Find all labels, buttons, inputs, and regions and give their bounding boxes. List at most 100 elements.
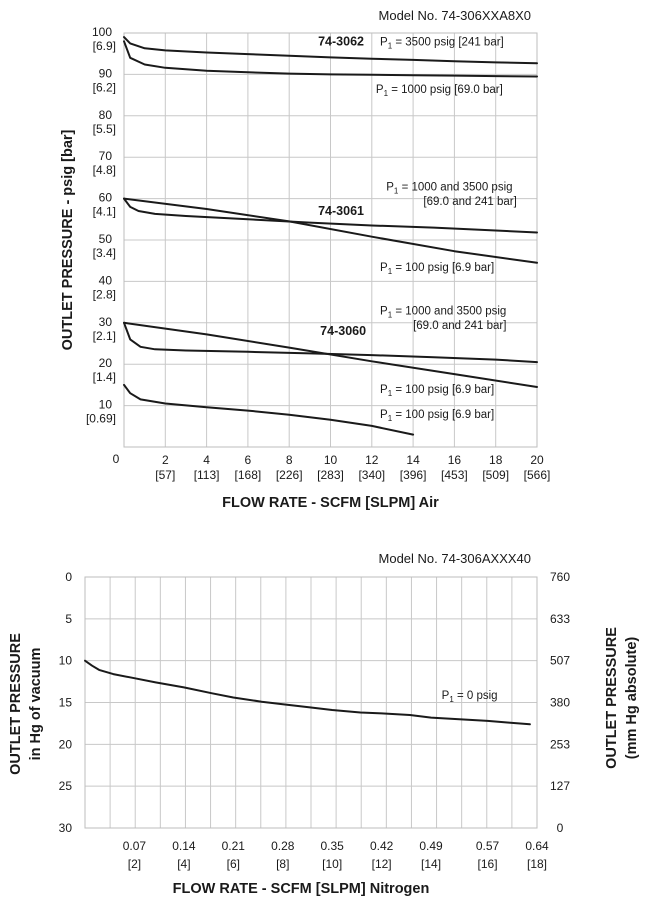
y-tick-label: 80 bbox=[99, 108, 113, 122]
x-tick-label: 0.49 bbox=[419, 839, 443, 853]
x-axis-title: FLOW RATE - SCFM [SLPM] Nitrogen bbox=[173, 881, 430, 897]
model-label: 74-3062 bbox=[318, 34, 364, 48]
y-tick-label-right: 380 bbox=[550, 696, 570, 710]
curve-annotation: P1 = 100 psig [6.9 bar] bbox=[380, 384, 494, 398]
x-tick-label: 6 bbox=[245, 453, 252, 467]
plot-frame bbox=[123, 32, 538, 448]
curve-annotation: P1 = 1000 and 3500 psig bbox=[380, 306, 506, 320]
y-tick-label-left: 0 bbox=[65, 570, 72, 584]
x-tick-sublabel: [283] bbox=[317, 468, 344, 482]
model-number: Model No. 74-306AXXX40 bbox=[379, 551, 531, 566]
x-tick-sublabel: [453] bbox=[441, 468, 468, 482]
x-tick-label: 0.64 bbox=[525, 839, 549, 853]
curve-annotation: P1 = 100 psig [6.9 bar] bbox=[380, 262, 494, 276]
x-tick-label: 4 bbox=[203, 453, 210, 467]
x-tick-label: 0.07 bbox=[123, 839, 147, 853]
y-tick-sublabel: [0.69] bbox=[86, 412, 116, 426]
y-axis-title-left: OUTLET PRESSURE bbox=[8, 633, 24, 775]
x-tick-sublabel: [226] bbox=[276, 468, 303, 482]
x-tick-sublabel: [12] bbox=[372, 857, 392, 871]
x-tick-label: 10 bbox=[324, 453, 338, 467]
x-tick-sublabel: [396] bbox=[400, 468, 427, 482]
x-tick-label: 16 bbox=[448, 453, 462, 467]
y-tick-sublabel: [6.2] bbox=[93, 80, 116, 94]
x-tick-sublabel: [14] bbox=[421, 857, 441, 871]
series-line-4 bbox=[123, 197, 538, 234]
x-origin-label: 0 bbox=[113, 452, 120, 466]
curve-annotation: P1 = 1000 and 3500 psig bbox=[386, 181, 512, 195]
y-tick-label-right: 507 bbox=[550, 654, 570, 668]
y-tick-label-left: 5 bbox=[65, 612, 72, 626]
x-tick-sublabel: [8] bbox=[276, 857, 289, 871]
x-tick-label: 8 bbox=[286, 453, 293, 467]
x-tick-label: 0.28 bbox=[271, 839, 295, 853]
y-tick-label: 30 bbox=[99, 315, 113, 329]
x-tick-sublabel: [2] bbox=[128, 857, 141, 871]
y-tick-label: 100 bbox=[92, 25, 112, 39]
series-line-1 bbox=[123, 36, 538, 65]
curve-annotation: P1 = 100 psig [6.9 bar] bbox=[380, 409, 494, 423]
y-tick-sublabel: [4.1] bbox=[93, 205, 116, 219]
x-tick-label: 0.42 bbox=[370, 839, 394, 853]
y-axis-subtitle-right: (mm Hg absolute) bbox=[624, 637, 640, 760]
model-label: 74-3060 bbox=[320, 324, 366, 338]
y-tick-label-right: 760 bbox=[550, 570, 570, 584]
y-tick-sublabel: [3.4] bbox=[93, 246, 116, 260]
y-tick-label: 90 bbox=[99, 66, 113, 80]
series-line-6 bbox=[123, 321, 538, 364]
x-tick-label: 20 bbox=[530, 453, 544, 467]
x-axis-title: FLOW RATE - SCFM [SLPM] Air bbox=[222, 495, 439, 511]
y-tick-sublabel: [1.4] bbox=[93, 370, 116, 384]
x-tick-sublabel: [18] bbox=[527, 857, 547, 871]
x-tick-label: 12 bbox=[365, 453, 379, 467]
x-tick-sublabel: [168] bbox=[235, 468, 262, 482]
y-tick-label: 70 bbox=[99, 149, 113, 163]
series-line-1 bbox=[84, 659, 531, 726]
x-tick-label: 18 bbox=[489, 453, 503, 467]
y-tick-label-left: 10 bbox=[59, 654, 73, 668]
y-axis-title: OUTLET PRESSURE - psig [bar] bbox=[60, 129, 76, 350]
x-tick-sublabel: [4] bbox=[177, 857, 190, 871]
x-tick-sublabel: [566] bbox=[524, 468, 551, 482]
curve-annotation: [69.0 and 241 bar] bbox=[413, 320, 506, 332]
model-label: 74-3061 bbox=[318, 204, 364, 218]
y-tick-label: 40 bbox=[99, 273, 113, 287]
x-tick-sublabel: [57] bbox=[155, 468, 175, 482]
x-tick-label: 0.14 bbox=[172, 839, 196, 853]
y-tick-label-left: 25 bbox=[59, 779, 73, 793]
y-tick-label: 60 bbox=[99, 191, 113, 205]
y-tick-label-left: 30 bbox=[59, 821, 73, 835]
series-line-7 bbox=[123, 383, 415, 436]
y-tick-label: 10 bbox=[99, 398, 113, 412]
x-tick-sublabel: [113] bbox=[194, 468, 220, 482]
y-tick-label-left: 15 bbox=[59, 696, 73, 710]
y-tick-sublabel: [2.8] bbox=[93, 287, 116, 301]
curve-annotation: P1 = 3500 psig [241 bar] bbox=[380, 36, 504, 50]
model-number: Model No. 74-306XXA8X0 bbox=[379, 8, 531, 23]
y-tick-label-left: 20 bbox=[59, 737, 73, 751]
y-tick-label-right: 633 bbox=[550, 612, 570, 626]
x-tick-sublabel: [6] bbox=[227, 857, 240, 871]
y-axis-subtitle-left: in Hg of vacuum bbox=[28, 648, 44, 761]
y-axis-title-right: OUTLET PRESSURE bbox=[604, 627, 620, 769]
y-tick-label-right: 0 bbox=[557, 821, 564, 835]
y-tick-sublabel: [5.5] bbox=[93, 122, 116, 136]
x-tick-label: 0.35 bbox=[321, 839, 345, 853]
y-tick-label-right: 253 bbox=[550, 737, 570, 751]
x-tick-sublabel: [340] bbox=[358, 468, 385, 482]
x-tick-sublabel: [10] bbox=[322, 857, 342, 871]
y-tick-sublabel: [2.1] bbox=[93, 329, 116, 343]
plot-frame bbox=[84, 576, 538, 829]
series-line-3 bbox=[123, 197, 538, 264]
x-tick-label: 0.21 bbox=[222, 839, 246, 853]
y-tick-sublabel: [4.8] bbox=[93, 163, 116, 177]
y-tick-label-right: 127 bbox=[550, 779, 570, 793]
y-tick-label: 50 bbox=[99, 232, 113, 246]
series-line-2 bbox=[123, 40, 538, 78]
x-tick-label: 2 bbox=[162, 453, 169, 467]
curve-annotation: [69.0 and 241 bar] bbox=[423, 196, 516, 208]
curve-annotation: P1 = 0 psig bbox=[442, 690, 498, 704]
x-tick-sublabel: [16] bbox=[478, 857, 498, 871]
